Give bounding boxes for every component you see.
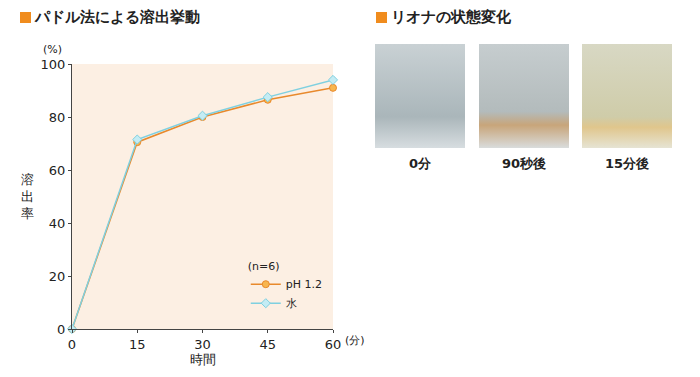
svg-text:水: 水	[286, 297, 297, 310]
html-text:90秒後: 90秒後	[502, 156, 546, 171]
html-text:リオナの状態変化: リオナの状態変化	[391, 8, 511, 26]
svg-text:(%): (%)	[43, 43, 62, 56]
svg-text:45: 45	[259, 337, 276, 352]
svg-text:100: 100	[41, 57, 66, 72]
svg-text:80: 80	[49, 110, 66, 125]
html-text:パドル法による溶出挙動: パドル法による溶出挙動	[35, 8, 200, 26]
svg-text:0: 0	[57, 322, 65, 337]
svg-text:30: 30	[194, 337, 211, 352]
svg-text:40: 40	[49, 216, 66, 231]
svg-text:溶出率: 溶出率	[21, 172, 34, 221]
svg-text:15: 15	[129, 337, 146, 352]
html-text:15分後: 15分後	[605, 156, 649, 171]
svg-text:0: 0	[68, 337, 76, 352]
html-text:0分: 0分	[409, 156, 431, 171]
svg-text:20: 20	[49, 269, 66, 284]
svg-text:(分): (分)	[345, 334, 365, 347]
svg-text:pH 1.2: pH 1.2	[286, 278, 322, 291]
svg-text:60: 60	[325, 337, 342, 352]
svg-text:(n=6): (n=6)	[248, 260, 280, 273]
svg-text:60: 60	[49, 163, 66, 178]
svg-text:時間: 時間	[190, 352, 216, 367]
